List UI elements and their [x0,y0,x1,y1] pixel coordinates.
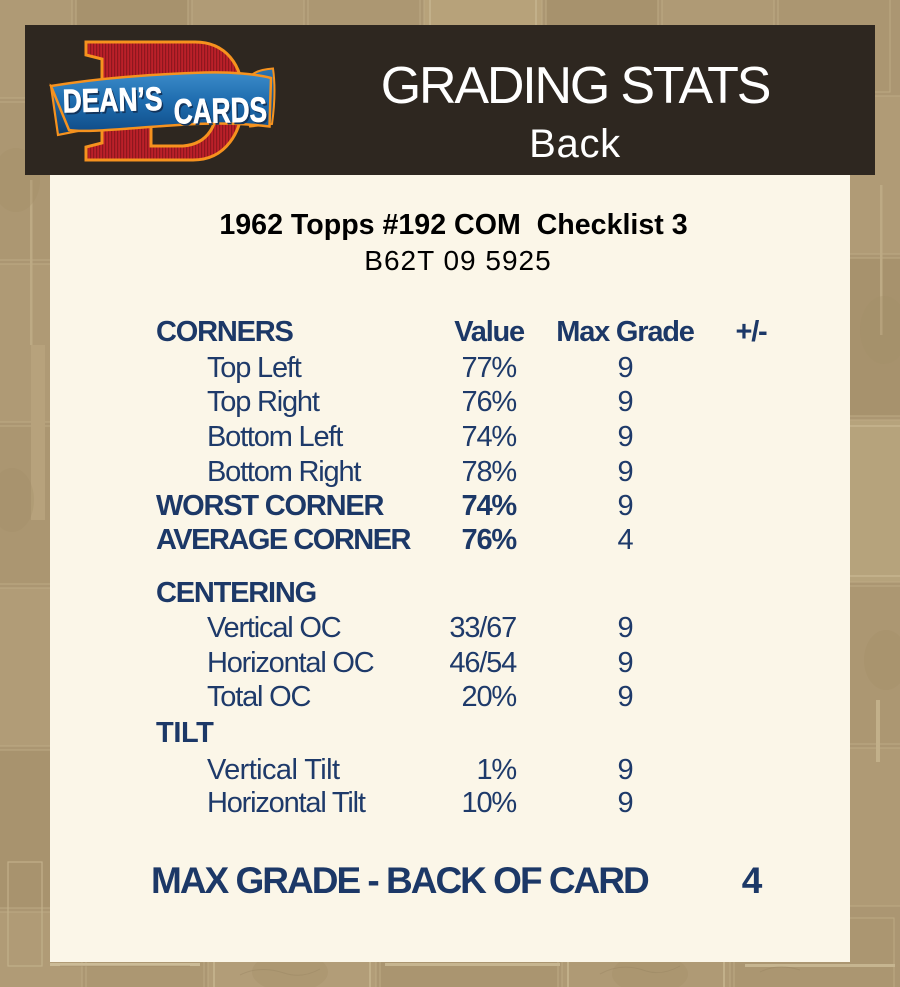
svg-text:DEAN’S: DEAN’S [64,83,165,122]
svg-text:CARDS: CARDS [175,92,269,134]
svg-text:CARDS: CARDS [173,90,267,132]
svg-text:DEAN’S: DEAN’S [62,81,163,120]
